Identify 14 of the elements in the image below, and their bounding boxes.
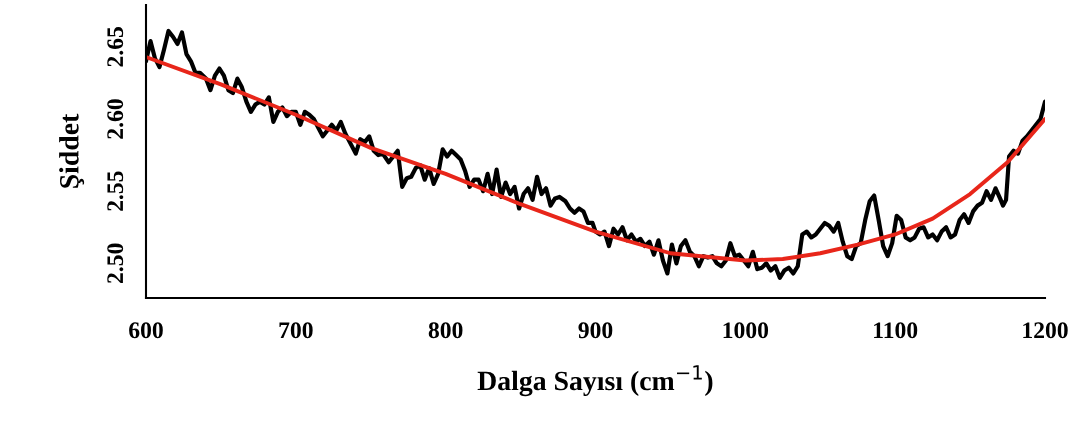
x-tick-label: 900 bbox=[578, 322, 613, 339]
x-tick-label: 700 bbox=[279, 322, 313, 339]
x-tick-label: 1100 bbox=[874, 322, 918, 339]
y-tick-label: 2.60 bbox=[107, 99, 124, 139]
x-tick-label: 800 bbox=[428, 322, 463, 339]
y-tick-label: 2.50 bbox=[107, 243, 124, 284]
x-tick-label: 600 bbox=[129, 322, 163, 339]
x-tick-label: 1200 bbox=[1023, 322, 1068, 339]
x-tick-label: 1000 bbox=[723, 322, 769, 339]
y-tick-label: 2.55 bbox=[107, 171, 124, 211]
line-series bbox=[146, 55, 1045, 263]
y-axis-title: Şiddet bbox=[59, 113, 85, 188]
y-tick-label: 2.65 bbox=[107, 27, 124, 67]
x-axis-title: Dalga Sayısı (cm$^{−1}$) bbox=[477, 365, 713, 397]
